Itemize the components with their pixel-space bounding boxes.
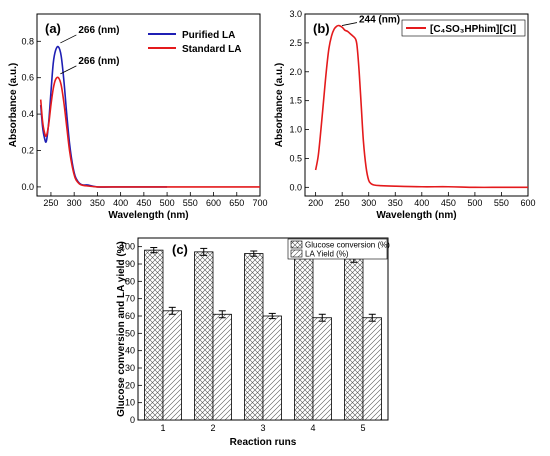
x-tick-label: 700 bbox=[252, 198, 267, 208]
panel-c-label: (c) bbox=[172, 242, 188, 257]
y-tick-label: 30 bbox=[125, 363, 135, 373]
x-tick-label: 450 bbox=[441, 198, 456, 208]
x-tick-label: 600 bbox=[206, 198, 221, 208]
panel-c-x-axis-label: Reaction runs bbox=[230, 437, 297, 448]
panel-b-plot-frame bbox=[304, 13, 529, 197]
y-tick-label: 2.5 bbox=[289, 38, 302, 48]
bar-glucose-conversion-run-1 bbox=[144, 249, 164, 421]
x-tick-label: 400 bbox=[414, 198, 429, 208]
annotation-purified-peak: 266 (nm) bbox=[78, 25, 119, 36]
x-tick-label: 350 bbox=[388, 198, 403, 208]
panel-a-series bbox=[39, 45, 260, 188]
y-tick-label: 20 bbox=[125, 380, 135, 390]
x-tick-label: 250 bbox=[335, 198, 350, 208]
bar-glucose-conversion-run-2 bbox=[194, 251, 214, 421]
x-tick-label: 350 bbox=[90, 198, 105, 208]
x-tick-label: 300 bbox=[361, 198, 376, 208]
panel-c-ticks: 0 10 20 30 40 50 60 70 80 90 100 1 2 3 4 5 bbox=[120, 242, 366, 433]
annotation-standard-peak: 266 (nm) bbox=[78, 56, 119, 67]
y-tick-label: 0.4 bbox=[21, 109, 34, 119]
x-tick-label: 400 bbox=[113, 198, 128, 208]
bar-glucose-conversion-run-4 bbox=[294, 254, 314, 421]
y-tick-label: 10 bbox=[125, 398, 135, 408]
legend-label-la-yield: LA Yield (%) bbox=[305, 250, 349, 259]
bar-la-yield-run-5 bbox=[362, 317, 382, 421]
legend-swatch-glucose-conversion bbox=[290, 240, 303, 249]
x-tick-label: 500 bbox=[160, 198, 175, 208]
y-tick-label: 0.0 bbox=[289, 182, 302, 192]
bar-la-yield-run-2 bbox=[212, 313, 232, 421]
x-tick-label: 600 bbox=[520, 198, 535, 208]
panel-a-uv-spectra: 250 300 350 400 450 500 550 600 650 700 0.0 0.2 0.4 0… bbox=[8, 13, 268, 221]
y-tick-label: 70 bbox=[125, 294, 135, 304]
y-tick-label: 60 bbox=[125, 311, 135, 321]
y-tick-label: 0.8 bbox=[21, 36, 34, 46]
x-tick-label: 450 bbox=[136, 198, 151, 208]
bar-glucose-conversion-run-5 bbox=[344, 258, 364, 421]
x-tick-label: 500 bbox=[467, 198, 482, 208]
bar-la-yield-run-4 bbox=[312, 317, 332, 421]
legend-label-glucose-conversion: Glucose conversion (%) bbox=[305, 241, 390, 250]
panel-a-x-axis-label: Wavelength (nm) bbox=[108, 210, 188, 221]
panel-b-uv-spectrum: 200 250 300 350 400 450 500 550 600 0.0 0.5 1.0 1.5 2… bbox=[274, 9, 536, 221]
panel-b-y-axis-label: Absorbance (a.u.) bbox=[274, 63, 285, 147]
y-tick-label: 3.0 bbox=[289, 9, 302, 19]
panel-a-label: (a) bbox=[45, 21, 61, 36]
x-tick-label: 2 bbox=[210, 423, 215, 433]
annotation-arrow-standard-peak bbox=[60, 65, 77, 75]
x-tick-label: 550 bbox=[183, 198, 198, 208]
bar-la-yield-run-3 bbox=[262, 315, 282, 421]
y-tick-label: 0.5 bbox=[289, 153, 302, 163]
annotation-arrow-purified-peak bbox=[60, 34, 77, 44]
annotation-ionic-liquid-peak: 244 (nm) bbox=[359, 15, 400, 26]
y-tick-label: 100 bbox=[120, 242, 135, 252]
series-line-0 bbox=[39, 45, 168, 188]
x-tick-label: 4 bbox=[310, 423, 315, 433]
y-tick-label: 2.0 bbox=[289, 67, 302, 77]
x-tick-label: 550 bbox=[494, 198, 509, 208]
panel-b-x-axis-label: Wavelength (nm) bbox=[376, 210, 456, 221]
x-tick-label: 3 bbox=[260, 423, 265, 433]
panel-c-legend: Glucose conversion (%) LA Yield (%) bbox=[287, 238, 390, 260]
panel-a-legend: Purified LA Standard LA bbox=[148, 30, 241, 55]
x-tick-label: 250 bbox=[43, 198, 58, 208]
y-tick-label: 80 bbox=[125, 276, 135, 286]
y-tick-label: 1.0 bbox=[289, 125, 302, 135]
panel-c-bars bbox=[144, 247, 382, 421]
y-tick-label: 50 bbox=[125, 328, 135, 338]
y-tick-label: 0.0 bbox=[21, 182, 34, 192]
legend-label-ionic-liquid: [C₄SO₃HPhim][Cl] bbox=[430, 24, 516, 35]
panel-b-ticks: 200 250 300 350 400 450 500 550 600 0.0 0.5 1.0 1.5 2… bbox=[289, 9, 535, 208]
x-tick-label: 200 bbox=[308, 198, 323, 208]
panel-c-reusability-bars: 0 10 20 30 40 50 60 70 80 90 100 1 2 3 4 5 (c) Reaction… bbox=[116, 237, 390, 448]
y-tick-label: 0.2 bbox=[21, 146, 34, 156]
panel-a-y-axis-label: Absorbance (a.u.) bbox=[8, 63, 19, 147]
panel-b-legend-box bbox=[401, 19, 526, 37]
panel-c-y-axis-label: Glucose conversion and LA yield (%) bbox=[116, 241, 127, 417]
series-line-0 bbox=[314, 24, 528, 189]
y-tick-label: 1.5 bbox=[289, 96, 302, 106]
x-tick-label: 650 bbox=[229, 198, 244, 208]
panel-a-ticks: 250 300 350 400 450 500 550 600 650 700 0.0 0.2 0.4 0… bbox=[21, 36, 267, 208]
y-tick-label: 0.6 bbox=[21, 73, 34, 83]
legend-label-standard-la: Standard LA bbox=[182, 44, 241, 55]
y-tick-label: 0 bbox=[130, 415, 135, 425]
x-tick-label: 300 bbox=[67, 198, 82, 208]
panel-c-legend-box bbox=[287, 238, 388, 260]
x-tick-label: 1 bbox=[160, 423, 165, 433]
panel-a-plot-frame bbox=[36, 13, 261, 197]
x-tick-label: 5 bbox=[360, 423, 365, 433]
panel-b-legend: [C₄SO₃HPhim][Cl] bbox=[401, 19, 526, 37]
bar-glucose-conversion-run-3 bbox=[244, 253, 264, 421]
legend-label-purified-la: Purified LA bbox=[182, 30, 235, 41]
y-tick-label: 90 bbox=[125, 259, 135, 269]
bar-la-yield-run-1 bbox=[162, 310, 182, 421]
annotation-arrow-ionic-liquid-peak bbox=[341, 22, 358, 26]
legend-swatch-la-yield bbox=[290, 249, 303, 258]
panel-b-label: (b) bbox=[313, 21, 330, 36]
series-line-1 bbox=[39, 76, 260, 188]
panel-b-series bbox=[314, 24, 528, 189]
y-tick-label: 40 bbox=[125, 346, 135, 356]
